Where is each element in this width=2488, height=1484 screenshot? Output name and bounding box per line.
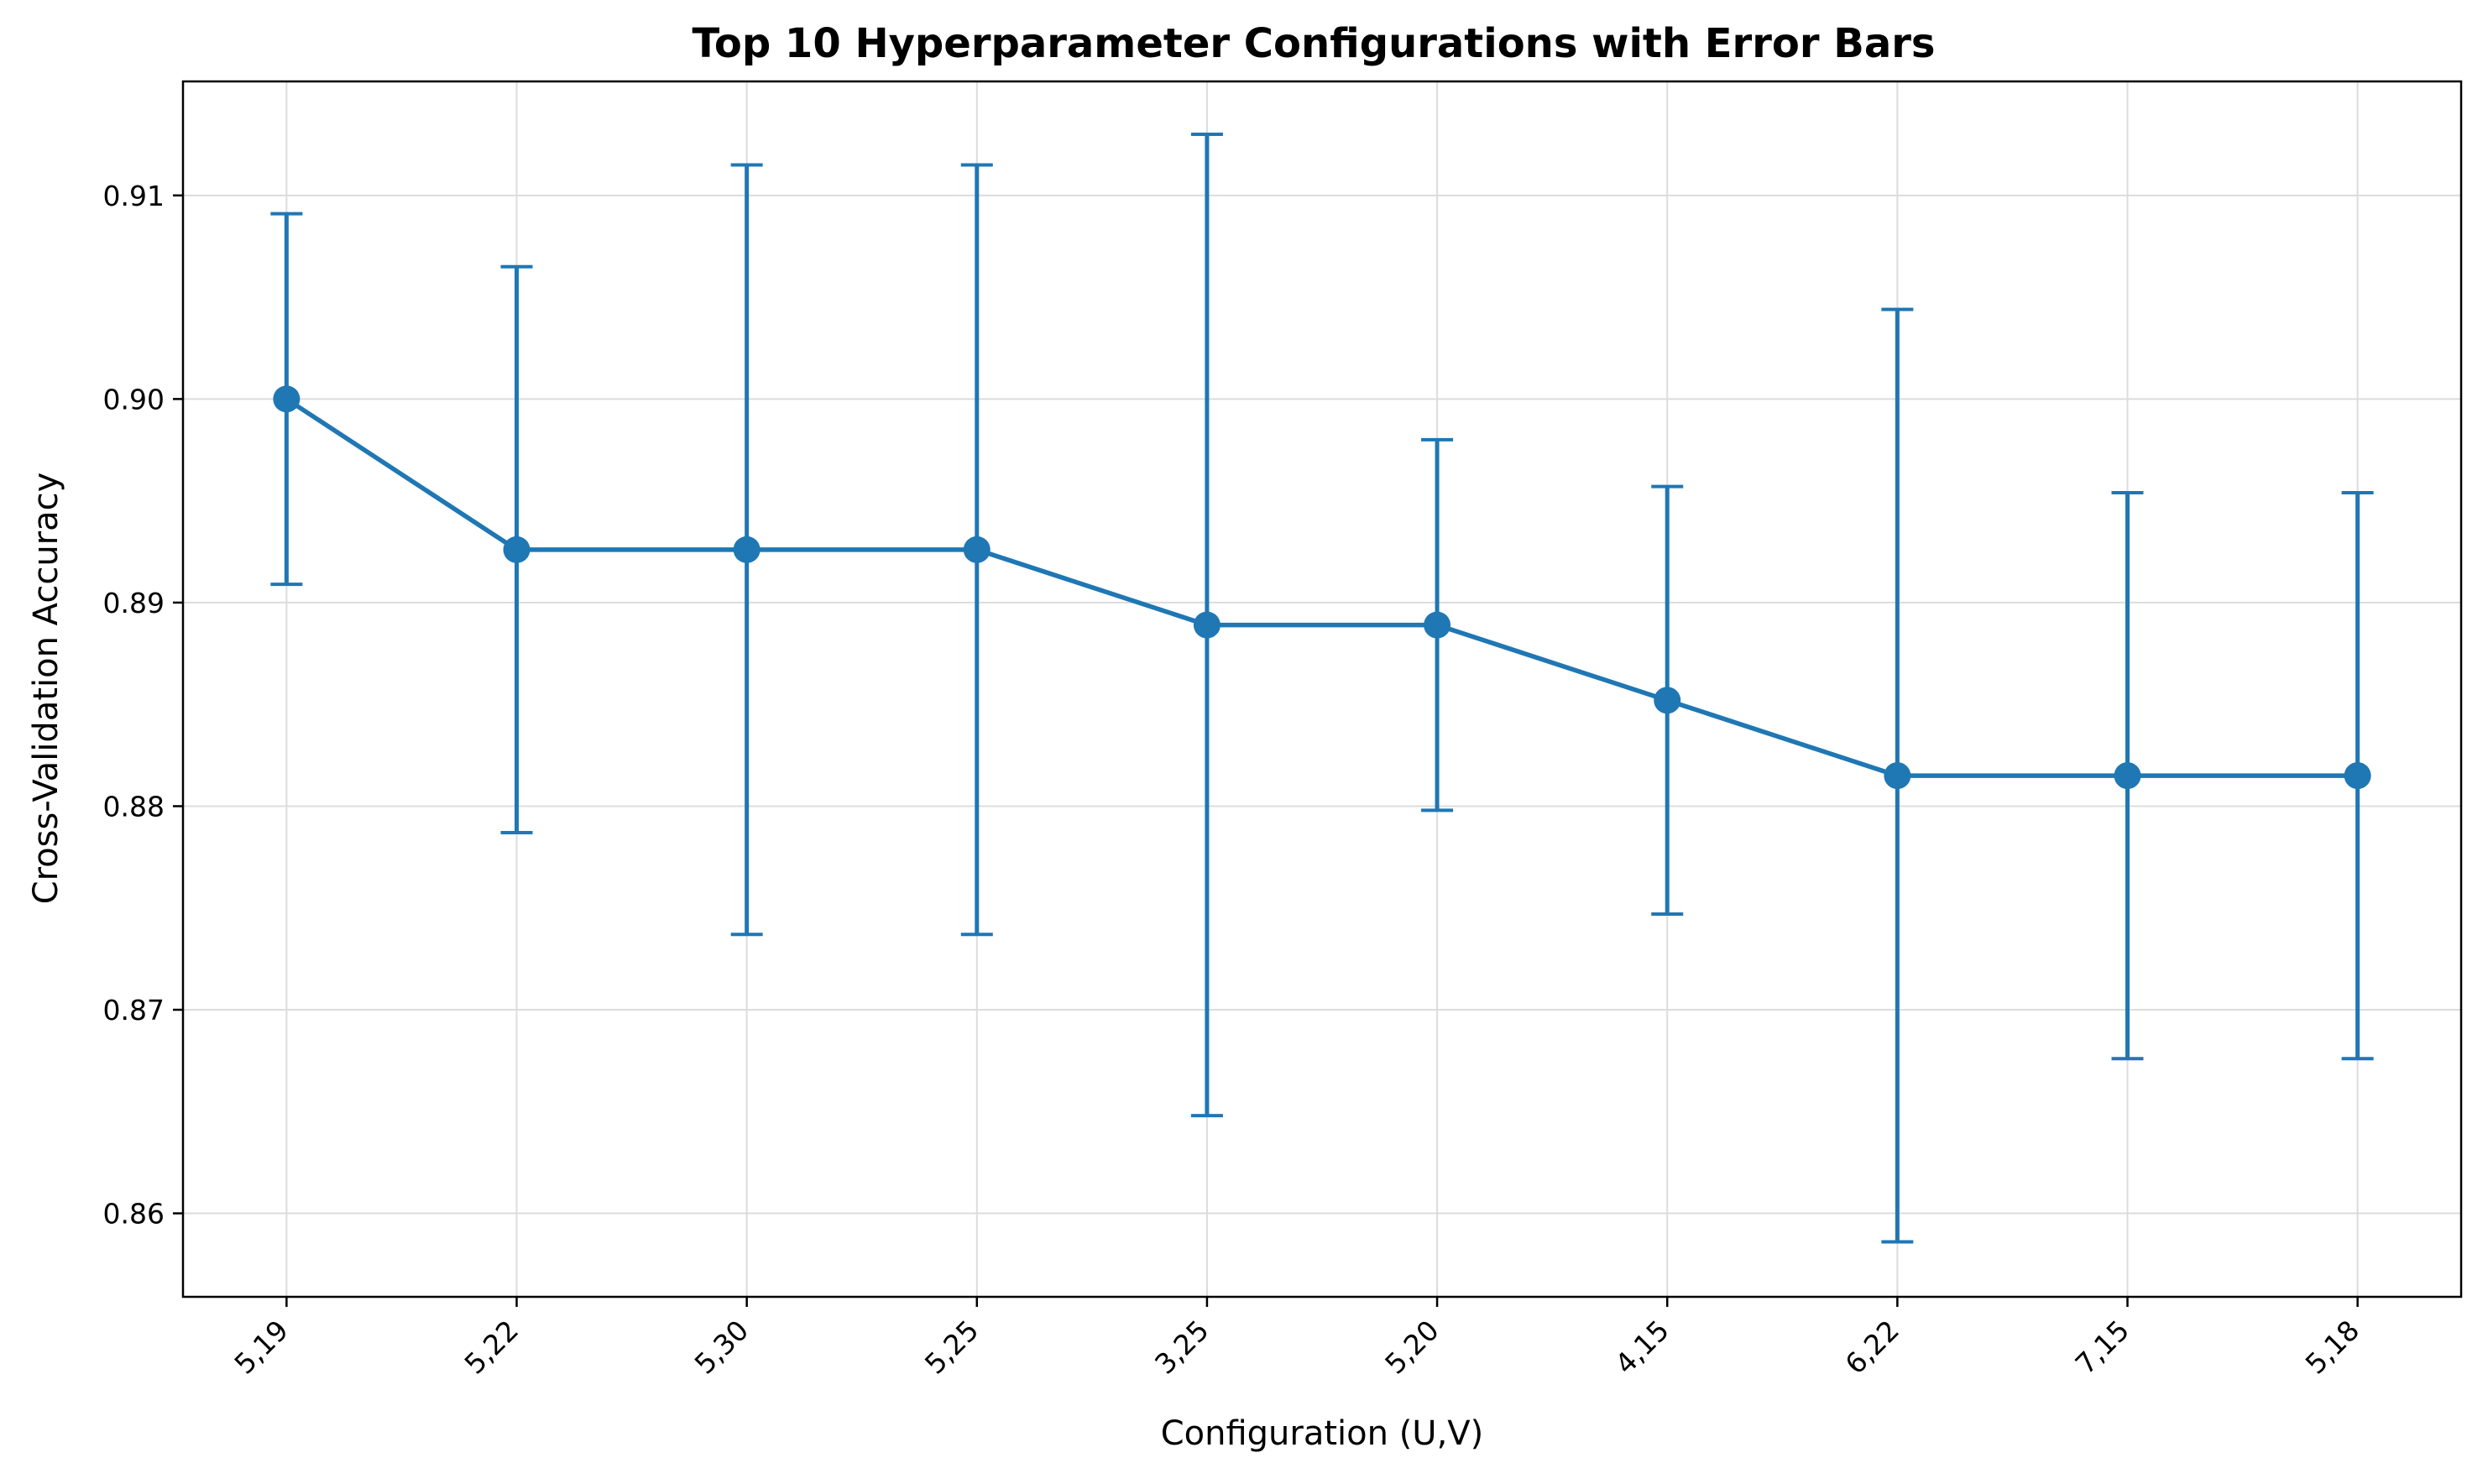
plot-area-frame bbox=[181, 80, 2463, 1298]
data-point bbox=[733, 536, 761, 563]
y-tick-label: 0.91 bbox=[103, 180, 165, 212]
data-point bbox=[273, 385, 301, 413]
chart-title: Top 10 Hyperparameter Configurations wit… bbox=[693, 20, 1936, 67]
y-tick-label: 0.89 bbox=[103, 587, 165, 619]
data-point bbox=[1193, 611, 1220, 639]
data-point bbox=[1424, 611, 1451, 639]
y-tick-label: 0.90 bbox=[103, 383, 165, 415]
series-line bbox=[285, 397, 2358, 778]
data-point bbox=[2114, 762, 2141, 790]
y-tick-label: 0.88 bbox=[103, 790, 165, 823]
data-point bbox=[503, 536, 531, 563]
data-point bbox=[2344, 762, 2371, 790]
y-tick-label: 0.87 bbox=[103, 994, 165, 1027]
x-axis-label: Configuration (U,V) bbox=[1161, 1414, 1484, 1453]
data-layer bbox=[270, 133, 2374, 1244]
y-tick-label: 0.86 bbox=[103, 1198, 165, 1231]
data-point bbox=[963, 536, 990, 563]
y-axis-label: Cross-Validation Accuracy bbox=[27, 473, 65, 905]
data-point bbox=[1654, 687, 1681, 714]
data-point bbox=[1884, 762, 1911, 790]
